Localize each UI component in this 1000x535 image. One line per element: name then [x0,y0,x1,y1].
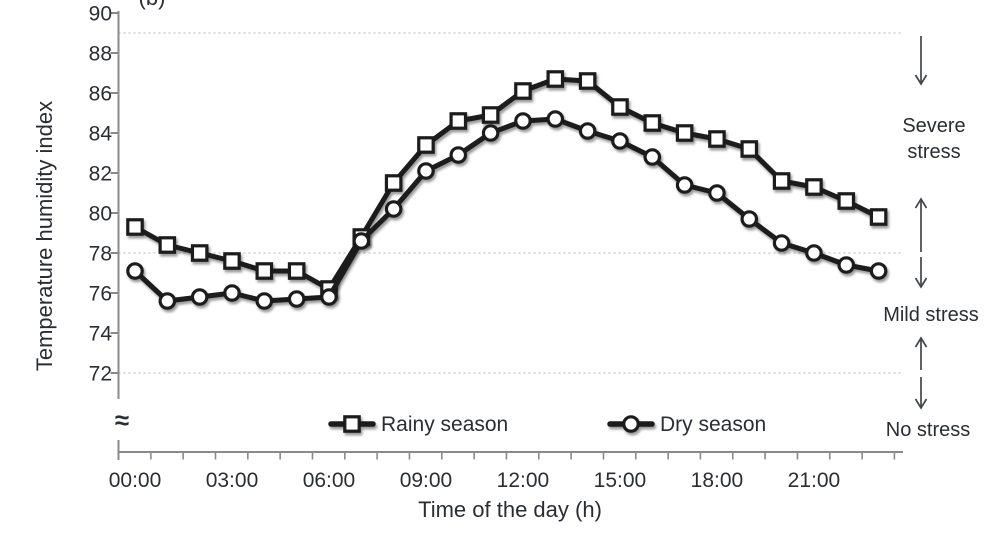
dry-season-marker [675,176,694,194]
rainy-season-marker [126,218,144,236]
dry-season-marker [546,110,565,128]
x-tick-label: 12:00 [497,469,550,492]
legend-dry-season-swatch [607,415,655,433]
x-tick-label: 15:00 [594,469,647,492]
axes-group: 90 88 86 84 82 80 78 76 74 72≈00:00 03:00 06:00 09:0… [32,3,903,522]
legend-dry-season-label: Dry season [660,413,766,436]
rainy-season-marker [708,130,726,148]
arrow-down-icon [914,36,928,86]
severe-stress-label-line1: Severe [902,115,965,137]
mild-stress-label: Mild stress [883,304,979,326]
rainy-season-marker [481,106,500,124]
y-tick-label: 80 [89,203,112,226]
x-tick-label: 00:00 [109,469,162,492]
dry-season-marker [643,148,662,166]
x-tick-label: 18:00 [691,469,744,492]
rainy-season-marker [805,178,823,196]
rainy-season-marker [384,174,403,192]
rainy-season-marker [223,252,241,270]
y-tick-label: 82 [89,163,112,186]
legend-rainy-season-swatch [328,415,376,433]
dry-season-marker [190,288,209,306]
rainy-season-marker [449,112,468,130]
rainy-season-marker [675,124,694,142]
x-tick-label: 03:00 [206,469,259,492]
rainy-season-marker [578,72,597,90]
stress-annotations: Severe stress Mild stress No stress [883,36,979,441]
y-tick-label: 76 [89,283,112,306]
rainy-season-marker [190,244,209,262]
axis-break-symbol: ≈ [115,405,129,435]
rainy-season-marker [869,208,888,226]
dry-season-marker [449,146,468,164]
dry-season-marker [158,292,177,310]
dry-season-marker [223,284,241,302]
dry-season-marker [320,288,338,306]
dry-season-marker [869,262,888,280]
rainy-season-marker [643,114,662,132]
severe-stress-label-line2: stress [907,141,960,163]
y-tick-label: 86 [89,83,112,106]
dry-season-marker [514,112,532,130]
rainy-season-marker [287,262,306,280]
dry-season-marker [384,200,403,218]
dry-season-marker [578,122,597,140]
y-tick-label: 90 [89,3,112,26]
dry-season-marker [772,234,791,252]
y-tick-label: 84 [89,123,113,146]
y-tick-label: 74 [89,323,113,346]
arrow-up-icon [914,197,928,252]
x-axis-title: Time of the day (h) [418,497,602,522]
legend: Rainy season Dry season [328,413,766,436]
x-tick-label: 06:00 [303,469,356,492]
y-axis-title: Temperature humidity index [32,101,57,371]
arrow-head [914,277,928,289]
dry-season-marker [805,244,823,262]
y-tick-label: 72 [89,363,112,386]
rainy-season-marker [611,98,629,116]
panel-label: (b) [139,0,166,10]
arrow-down-icon [914,377,928,410]
rainy-season-line [132,76,882,292]
legend-rainy-season-label: Rainy season [381,413,508,436]
rainy-season-series [126,70,888,298]
y-tick-label: 78 [89,243,112,266]
no-stress-label: No stress [886,419,970,441]
gridlines-group [118,32,902,374]
arrow-head [914,336,928,348]
arrow-head [914,197,928,209]
x-tick-label: 09:00 [400,469,453,492]
dry-season-marker [255,292,274,310]
arrow-head [914,398,928,410]
dry-season-marker [708,184,726,202]
legend-square-marker-icon [343,415,361,433]
rainy-season-marker [740,140,759,158]
dry-season-marker [837,256,856,274]
rainy-season-marker [514,82,532,100]
dry-season-marker [611,132,629,150]
y-tick-label: 88 [89,43,112,66]
dry-season-marker [352,232,371,250]
dry-season-marker [417,162,435,180]
rainy-season-marker [546,70,565,88]
arrow-down-icon [914,257,928,289]
dry-season-series [126,110,888,310]
arrow-head [914,74,928,86]
x-tick-label: 21:00 [788,469,841,492]
rainy-season-marker [837,192,856,210]
dry-season-line [132,116,882,304]
dry-season-marker [481,124,500,142]
rainy-season-marker [158,236,177,254]
dry-season-marker [740,210,759,228]
dry-season-marker [287,290,306,308]
rainy-season-marker [417,136,435,154]
rainy-season-marker [772,172,791,190]
dry-season-marker [126,262,144,280]
legend-circle-marker-icon [622,415,640,433]
rainy-season-marker [255,262,274,280]
arrow-up-icon [914,336,928,370]
